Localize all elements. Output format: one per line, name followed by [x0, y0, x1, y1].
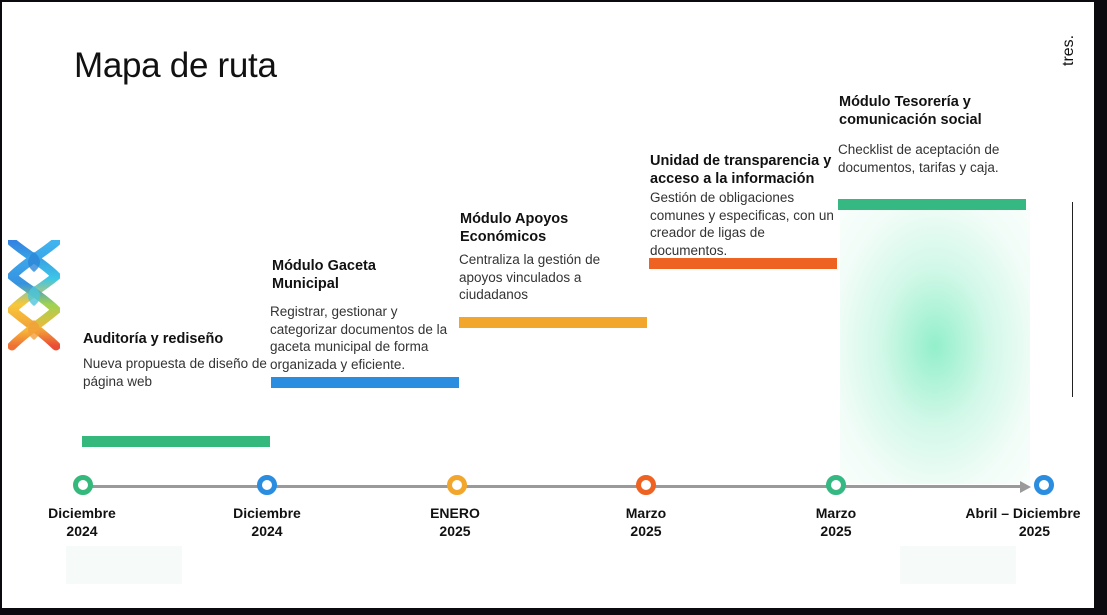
timeline-dot: [636, 475, 656, 495]
timeline-arrow-icon: [1020, 481, 1031, 493]
bar-tesoreria: [838, 199, 1026, 210]
date-label: ENERO 2025: [395, 504, 515, 540]
timeline-dot: [826, 475, 846, 495]
milestone-desc: Registrar, gestionar y categorizar docum…: [270, 304, 448, 372]
date-year: 2025: [630, 523, 662, 539]
timeline-axis: [84, 485, 1024, 488]
timeline-dot: [1034, 475, 1054, 495]
decorative-helix-logo: [8, 240, 60, 351]
date-label: Marzo 2025: [776, 504, 896, 540]
bar-transparencia: [649, 258, 837, 269]
date-year: 2025: [1018, 523, 1050, 539]
date-label-end: Abril – Diciembre 2025: [952, 504, 1094, 540]
date-year: 2025: [439, 523, 471, 539]
brand-logo: tres.: [1054, 28, 1086, 68]
date-year: 2024: [66, 523, 98, 539]
timeline-dot: [73, 475, 93, 495]
milestone-desc: Checklist de aceptación de documentos, t…: [838, 142, 1000, 175]
bar-auditoria: [82, 436, 270, 447]
milestone-title: Unidad de transparencia y acceso a la in…: [650, 153, 832, 187]
date-label: Diciembre 2024: [22, 504, 142, 540]
milestone-title: Auditoría y rediseño: [83, 331, 224, 347]
vertical-divider: [1072, 202, 1073, 397]
date-month: ENERO: [430, 505, 480, 521]
bar-gaceta: [271, 377, 459, 388]
milestone-desc: Centraliza la gestión de apoyos vinculad…: [459, 252, 601, 302]
date-month: Diciembre: [233, 505, 301, 521]
timeline-dot: [447, 475, 467, 495]
milestone-desc: Nueva propuesta de diseño de página web: [83, 356, 267, 389]
bar-apoyos: [459, 317, 647, 328]
milestone-title: Módulo Apoyos Económicos: [460, 211, 569, 245]
faded-box-right: [900, 546, 1016, 584]
date-month: Diciembre: [48, 505, 116, 521]
brand-text: tres.: [1060, 34, 1077, 66]
date-year: 2024: [251, 523, 283, 539]
milestone-desc: Gestión de obligaciones comunes y especi…: [650, 190, 834, 258]
milestone-title: Módulo Tesorería y comunicación social: [839, 94, 982, 128]
milestone-title: Módulo Gaceta Municipal: [272, 258, 376, 292]
date-label: Marzo 2025: [586, 504, 706, 540]
slide-title: Mapa de ruta: [74, 46, 277, 85]
date-month: Abril – Diciembre: [965, 505, 1081, 521]
faded-box-left: [66, 546, 182, 584]
date-month: Marzo: [625, 505, 667, 521]
slide: Mapa de ruta tres. Auditoría y: [2, 2, 1094, 608]
date-year: 2025: [820, 523, 852, 539]
highlight-glow: [840, 208, 1030, 484]
date-label: Diciembre 2024: [207, 504, 327, 540]
timeline-dot: [257, 475, 277, 495]
date-month: Marzo: [815, 505, 857, 521]
